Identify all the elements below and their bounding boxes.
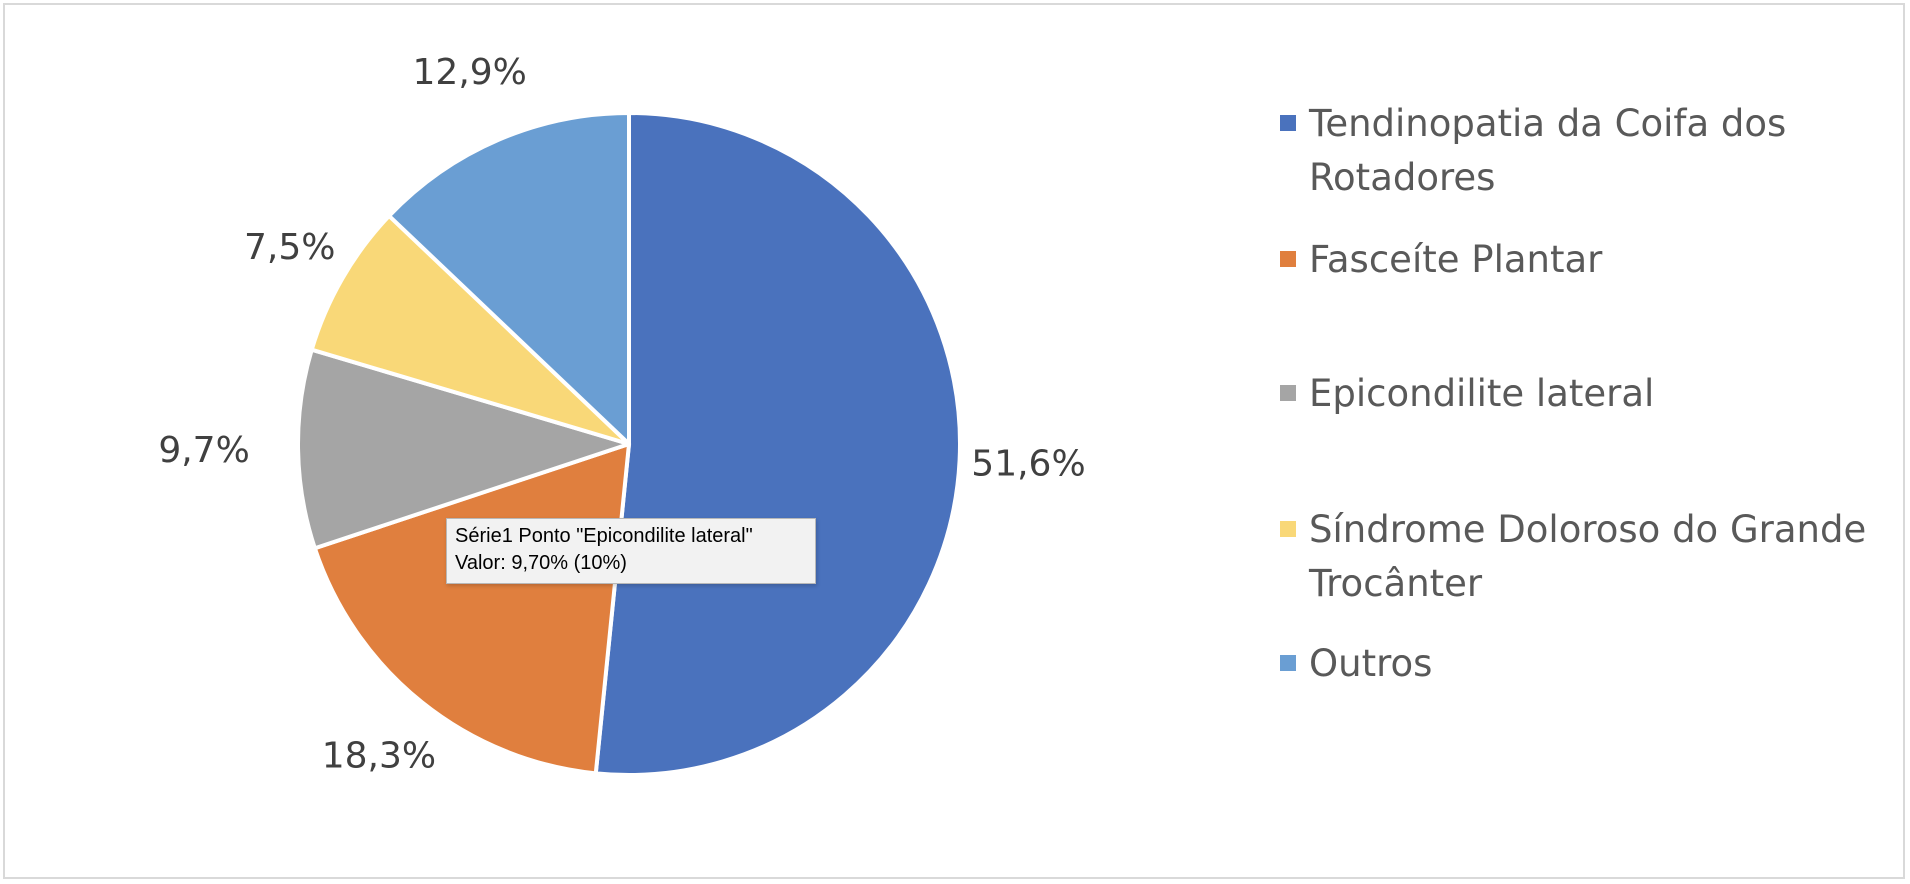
pie-chart: 51,6% 18,3% 9,7% 7,5% 12,9% xyxy=(158,52,1086,777)
legend-swatch xyxy=(1280,385,1296,401)
pie-slice-sindrome-doloroso-do-grande-trocanter[interactable] xyxy=(309,213,631,446)
legend-item-epicondilite-lateral[interactable]: Epicondilite lateral xyxy=(1280,367,1900,421)
legend-label: Outros xyxy=(1309,642,1433,685)
data-label-outros: 12,9% xyxy=(413,52,527,93)
legend-swatch xyxy=(1280,655,1296,671)
data-label-epicondilite-lateral: 9,7% xyxy=(158,430,249,471)
data-label-tendinopatia-da-coifa-dos-rotadores: 51,6% xyxy=(971,444,1085,485)
legend-label: Epicondilite lateral xyxy=(1309,372,1655,415)
legend-swatch xyxy=(1280,521,1296,537)
legend-label: Síndrome Doloroso do Grande Trocânter xyxy=(1309,508,1867,605)
legend-item-tendinopatia-da-coifa-dos-rotadores[interactable]: Tendinopatia da Coifa dos Rotadores xyxy=(1280,97,1900,205)
chart-area: 51,6% 18,3% 9,7% 7,5% 12,9% Tendinopatia da … xyxy=(3,3,1905,879)
tooltip-value: Valor: 9,70% (10%) xyxy=(455,552,627,574)
legend-swatch xyxy=(1280,251,1296,267)
pie-slice-tendinopatia-da-coifa-dos-rotadores[interactable] xyxy=(593,111,962,777)
legend-label: Fasceíte Plantar xyxy=(1309,238,1603,281)
data-label-fasceite-plantar: 18,3% xyxy=(322,736,436,777)
pie-slice-outros[interactable] xyxy=(387,111,631,446)
tooltip-series-point: Série1 Ponto "Epicondilite lateral" xyxy=(455,525,753,547)
hover-tooltip: Série1 Ponto "Epicondilite lateral" Valo… xyxy=(446,518,816,584)
legend-item-outros[interactable]: Outros xyxy=(1280,637,1900,691)
legend-label: Tendinopatia da Coifa dos Rotadores xyxy=(1309,102,1787,199)
data-label-sindrome-doloroso-do-grande-trocanter: 7,5% xyxy=(244,227,335,268)
pie-slice-epicondilite-lateral[interactable] xyxy=(296,347,631,551)
legend-item-fasceite-plantar[interactable]: Fasceíte Plantar xyxy=(1280,233,1900,287)
legend-item-sindrome-doloroso-do-grande-trocanter[interactable]: Síndrome Doloroso do Grande Trocânter xyxy=(1280,503,1900,611)
legend-swatch xyxy=(1280,115,1296,131)
